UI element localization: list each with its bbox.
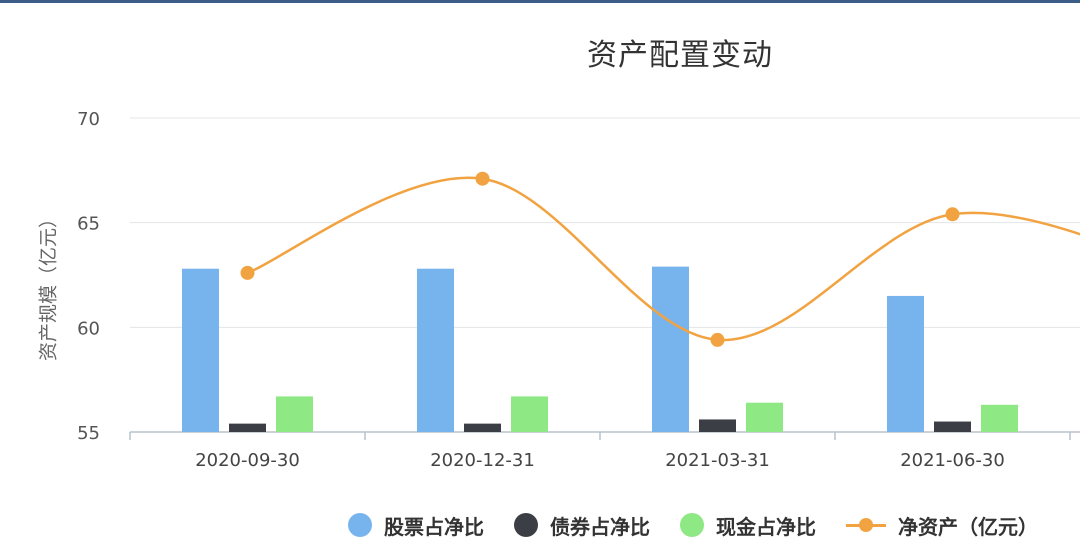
x-tick-label: 2020-12-31 (430, 450, 535, 471)
net-assets-point (475, 171, 490, 186)
bar-bonds (934, 421, 971, 432)
legend-marker-cash (680, 513, 704, 537)
legend-item-net-assets[interactable]: 净资产（亿元） (846, 511, 1038, 540)
legend-marker-bonds (514, 513, 538, 537)
bar-stocks (417, 268, 454, 432)
bar-stocks (887, 295, 924, 432)
bar-cash (511, 396, 548, 432)
y-tick-label: 55 (77, 423, 100, 444)
bar-stocks (652, 266, 689, 432)
legend-label-net-assets: 净资产（亿元） (898, 514, 1038, 539)
bar-cash (981, 404, 1018, 432)
top-border (0, 0, 1080, 3)
bar-bonds (229, 423, 266, 432)
y-tick-label: 60 (77, 318, 100, 339)
chart-title: 资产配置变动 (587, 38, 773, 73)
bar-cash (746, 402, 783, 432)
legend-label-bonds: 债券占净比 (550, 514, 650, 539)
y-tick-label: 70 (77, 109, 100, 130)
bar-stocks (182, 268, 219, 432)
legend-item-stocks[interactable]: 股票占净比 (348, 511, 484, 540)
chart-legend: 股票占净比 债券占净比 现金占净比 净资产（亿元） (348, 508, 1068, 542)
x-tick-label: 2021-03-31 (665, 450, 770, 471)
bar-cash (276, 396, 313, 432)
net-assets-point (710, 332, 725, 347)
legend-marker-stocks (348, 513, 372, 537)
legend-item-bonds[interactable]: 债券占净比 (514, 511, 650, 540)
bar-bonds (699, 419, 736, 432)
x-tick-label: 2021-06-30 (900, 450, 1005, 471)
net-assets-point (945, 207, 960, 222)
legend-label-cash: 现金占净比 (716, 514, 816, 539)
bar-bonds (464, 423, 501, 432)
legend-label-stocks: 股票占净比 (384, 514, 484, 539)
x-tick-label: 2020-09-30 (195, 450, 300, 471)
net-assets-point (240, 265, 255, 280)
legend-marker-net-assets (846, 513, 886, 537)
y-tick-label: 65 (77, 214, 100, 235)
legend-item-cash[interactable]: 现金占净比 (680, 511, 816, 540)
